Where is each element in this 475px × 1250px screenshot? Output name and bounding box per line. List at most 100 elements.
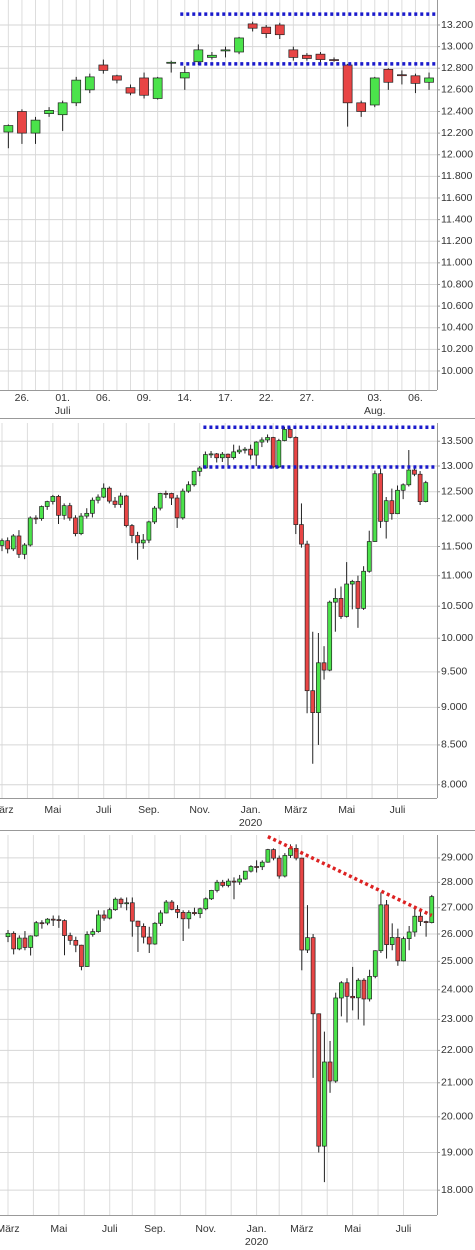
candle-body [125, 87, 136, 94]
x-tick-label: Jan. [247, 1223, 267, 1235]
candle-body [11, 932, 16, 950]
candle-body [383, 500, 389, 522]
candle-body [84, 934, 90, 967]
candle-body [22, 937, 28, 948]
candle-body [73, 517, 78, 535]
candle-body [180, 490, 186, 519]
candle-body [276, 857, 282, 877]
y-tick-label: 13.000 [441, 460, 473, 472]
candle-body [27, 517, 33, 546]
candle-body [259, 439, 265, 443]
candle-body [56, 496, 61, 516]
candle-body [203, 898, 209, 910]
candle-body [79, 944, 84, 967]
candle-body [0, 540, 5, 546]
candle-body [338, 598, 344, 617]
x-tick-sublabel: 2020 [245, 1236, 269, 1248]
candle-body [71, 79, 82, 104]
y-tick-label: 27.000 [441, 901, 473, 913]
candle-body [112, 75, 122, 81]
y-tick-label: 9.500 [441, 666, 467, 678]
candle-body [327, 1061, 333, 1082]
candle-body [90, 499, 95, 514]
candle-body [248, 448, 253, 456]
candle-body [305, 937, 310, 951]
candle-body [186, 484, 191, 492]
candle-body [45, 918, 50, 924]
candle-body [67, 505, 73, 519]
candle-body [367, 976, 372, 1000]
candle-body [242, 870, 248, 880]
candle-body [322, 1061, 327, 1147]
x-tick-label: Juli [396, 1223, 412, 1235]
candle-body [220, 453, 225, 459]
candle-body [237, 878, 242, 883]
y-tick-label: 20.000 [441, 1111, 473, 1123]
candle-body [344, 583, 349, 617]
candle-body [270, 437, 276, 468]
candle-body [191, 470, 197, 486]
candle-body [98, 64, 109, 71]
candle-body [355, 581, 361, 609]
x-tick-label: Mai [338, 804, 355, 816]
candle-body [397, 74, 407, 77]
candle-body [410, 75, 421, 84]
candle-body [287, 429, 293, 438]
candle-body [16, 535, 22, 555]
candle-body [225, 453, 231, 458]
candle-body [158, 912, 163, 924]
candle-body [112, 898, 118, 911]
x-tick-label: 17. [218, 392, 233, 404]
candle-body [5, 540, 11, 550]
candle-body [366, 541, 372, 572]
candle-body [166, 61, 177, 64]
candle-body [361, 979, 367, 1000]
trend-line [267, 835, 433, 918]
candle-body [333, 598, 338, 603]
candle-body [424, 77, 434, 83]
candle-body [180, 912, 186, 920]
candle-body [304, 543, 310, 692]
candle-body [288, 848, 293, 856]
candle-body [220, 881, 226, 886]
candle-body [135, 920, 141, 927]
y-tick-label: 29.000 [441, 852, 473, 864]
candle-body [276, 440, 282, 468]
candle-body [383, 68, 394, 83]
y-tick-label: 10.800 [441, 278, 473, 290]
y-tick-label: 19.000 [441, 1146, 473, 1158]
y-tick-label: 13.200 [441, 19, 473, 31]
candle-body [361, 570, 366, 609]
candle-body [316, 1013, 322, 1147]
candle-body [271, 849, 276, 859]
candle-body [33, 922, 39, 937]
candle-body [50, 918, 56, 921]
y-tick-label: 10.000 [441, 632, 473, 644]
x-tick-sublabel: 2020 [239, 817, 263, 829]
candle-body [10, 535, 16, 550]
candle-body [310, 690, 316, 713]
x-tick-label: Juli [390, 804, 406, 816]
candle-body [429, 896, 435, 923]
candle-body [146, 521, 152, 541]
candle-body [129, 902, 135, 922]
candle-body [112, 500, 118, 505]
candle-body [310, 937, 316, 1015]
y-tick-label: 8.000 [441, 779, 467, 791]
candle-body [174, 497, 180, 519]
candle-body [350, 995, 355, 999]
plot-area [0, 0, 437, 390]
y-tick-label: 8.500 [441, 739, 467, 751]
y-tick-label: 12.000 [441, 512, 473, 524]
x-tick-label: 06. [408, 392, 423, 404]
candle-body [84, 76, 95, 91]
candle-body [406, 931, 412, 939]
chart: 18.000 19.000 20.000 21.000 22.000 23.000 24.0… [0, 835, 473, 1248]
candle-body [3, 125, 14, 133]
y-tick-label: 11.200 [441, 235, 472, 247]
candle-body [321, 662, 327, 671]
y-tick-label: 11.500 [441, 540, 472, 552]
candle-body [50, 496, 56, 502]
candle-body [412, 469, 417, 475]
